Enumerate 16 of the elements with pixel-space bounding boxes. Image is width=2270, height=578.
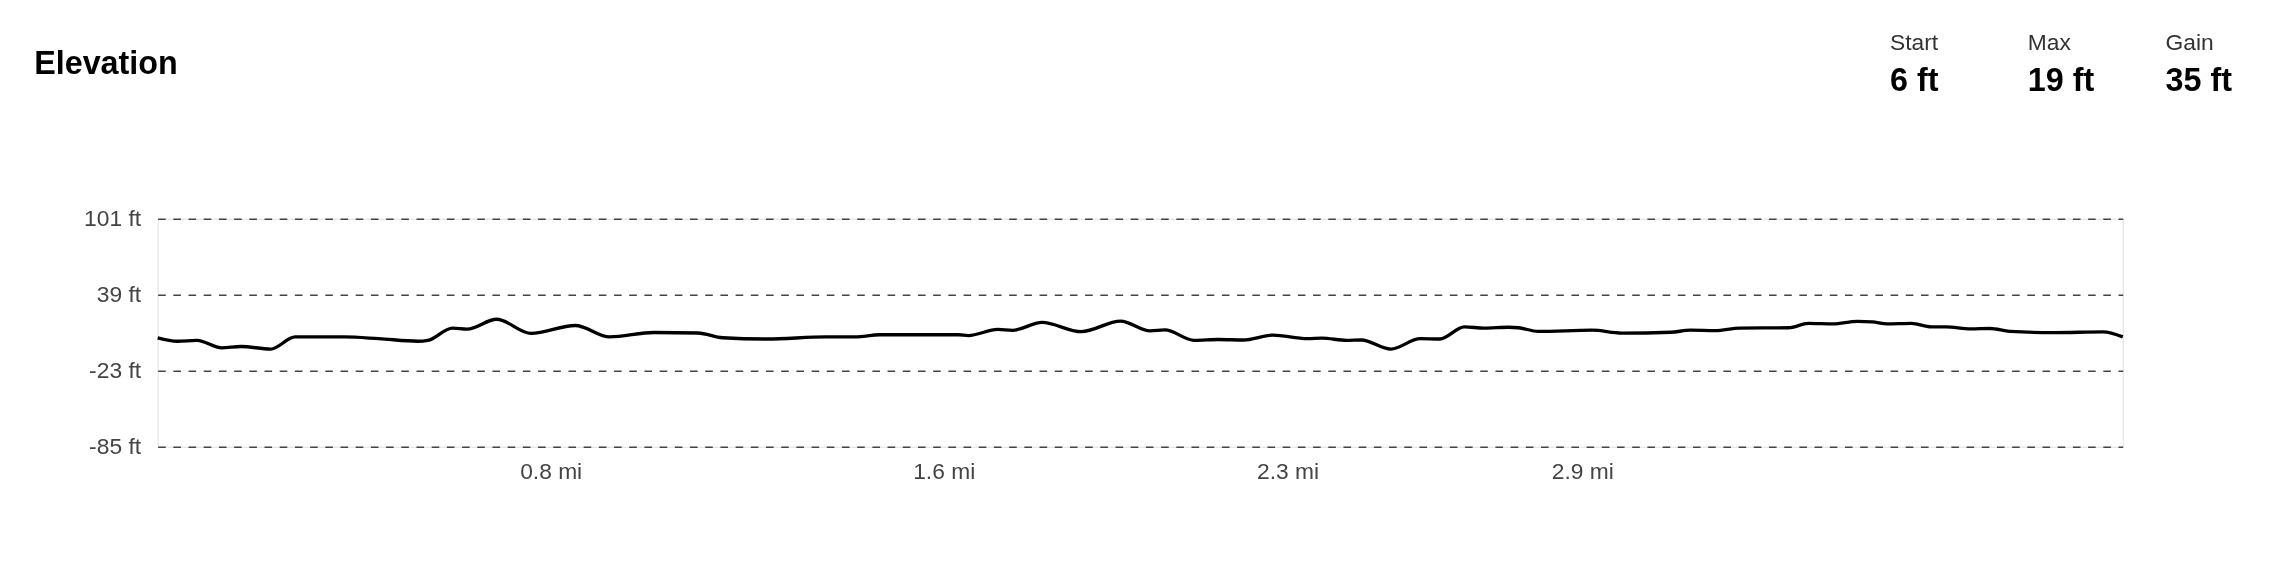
x-tick-label: 2.9 mi xyxy=(1551,457,1614,484)
y-tick-label: -85 ft xyxy=(89,432,142,459)
y-tick-label: 39 ft xyxy=(96,280,142,307)
text: 6 ft xyxy=(1890,61,1939,98)
chart-title: Elevation xyxy=(34,45,178,82)
x-tick-label: 2.3 mi xyxy=(1257,457,1320,484)
text: Max xyxy=(2027,28,2072,55)
x-tick-label: 1.6 mi xyxy=(913,457,976,484)
line-series xyxy=(156,317,2125,351)
text: 19 ft xyxy=(2027,61,2095,98)
text: 35 ft xyxy=(2165,61,2233,98)
x-tick-label: 0.8 mi xyxy=(520,457,583,484)
text: Start xyxy=(1890,28,1939,55)
y-tick-label: 101 ft xyxy=(84,204,142,231)
text: Gain xyxy=(2165,28,2214,55)
y-tick-label: -23 ft xyxy=(89,356,142,383)
